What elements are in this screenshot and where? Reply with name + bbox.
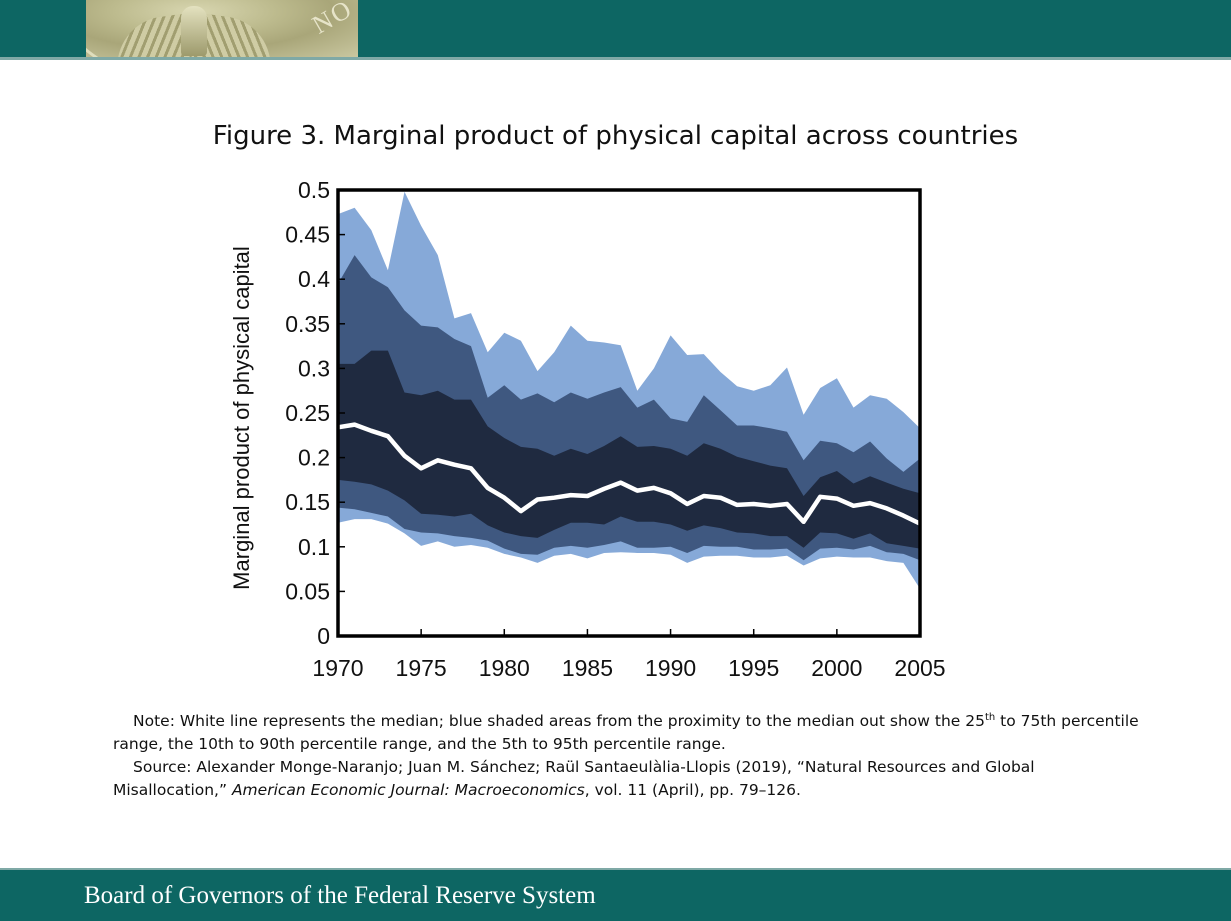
source-text-cont: , vol. 11 (April), pp. 79–126. — [584, 781, 801, 799]
figure-title: Figure 3. Marginal product of physical c… — [212, 121, 1019, 151]
y-tick-label: 0.45 — [285, 222, 330, 248]
source-text: Source: Alexander Monge-Naranjo; Juan M.… — [113, 758, 1035, 799]
note-paragraph: Note: White line represents the median; … — [113, 710, 1153, 756]
x-tick-label: 1970 — [312, 655, 363, 681]
y-tick-label: 0.3 — [298, 355, 330, 381]
note-superscript: th — [984, 712, 996, 723]
median-line — [337, 422, 921, 526]
x-tick-label: 1975 — [396, 655, 447, 681]
y-tick-label: 0.05 — [285, 578, 330, 604]
y-tick-label: 0.1 — [298, 534, 330, 560]
x-tick-label: 1980 — [479, 655, 530, 681]
band-p75-p25 — [338, 350, 920, 549]
percentile-bands — [338, 191, 920, 589]
y-tick-label: 0.35 — [285, 311, 330, 337]
x-axis: 1970 1975 1980 1985 1990 1995 2000 2005 — [312, 629, 946, 681]
footer-text: Board of Governors of the Federal Reserv… — [84, 882, 596, 909]
x-tick-label: 2000 — [811, 655, 862, 681]
y-tick-label: 0.25 — [285, 400, 330, 426]
y-tick-label: 0 — [317, 623, 330, 649]
y-tick-label: 0.15 — [285, 489, 330, 515]
y-tick-label: 0.2 — [298, 445, 330, 471]
chart: 0 0.05 0.1 0.15 0.2 0.25 0.3 0.35 0.4 0.45 0.5 197… — [229, 177, 946, 681]
figure-notes: Note: White line represents the median; … — [113, 710, 1153, 802]
x-tick-label: 1995 — [728, 655, 779, 681]
footer-bar: Board of Governors of the Federal Reserv… — [0, 868, 1231, 921]
source-paragraph: Source: Alexander Monge-Naranjo; Juan M.… — [113, 756, 1153, 802]
y-axis: 0 0.05 0.1 0.15 0.2 0.25 0.3 0.35 0.4 0.45 0.5 — [285, 177, 345, 649]
source-journal: American Economic Journal: Macroeconomic… — [231, 781, 585, 799]
y-tick-label: 0.5 — [298, 177, 330, 203]
y-axis-title: Marginal product of physical capital — [229, 246, 254, 590]
eagle-icon — [181, 6, 207, 56]
x-tick-label: 1990 — [645, 655, 696, 681]
note-text: Note: White line represents the median; … — [133, 712, 985, 730]
x-tick-label: 1985 — [562, 655, 613, 681]
header-bar: NO — [0, 0, 1231, 60]
federal-reserve-seal-logo: NO — [86, 0, 358, 57]
x-tick-label: 2005 — [894, 655, 945, 681]
note-text-cont: to 75th percentile range, the 10th to 90… — [113, 712, 1139, 753]
y-tick-label: 0.4 — [298, 266, 330, 292]
